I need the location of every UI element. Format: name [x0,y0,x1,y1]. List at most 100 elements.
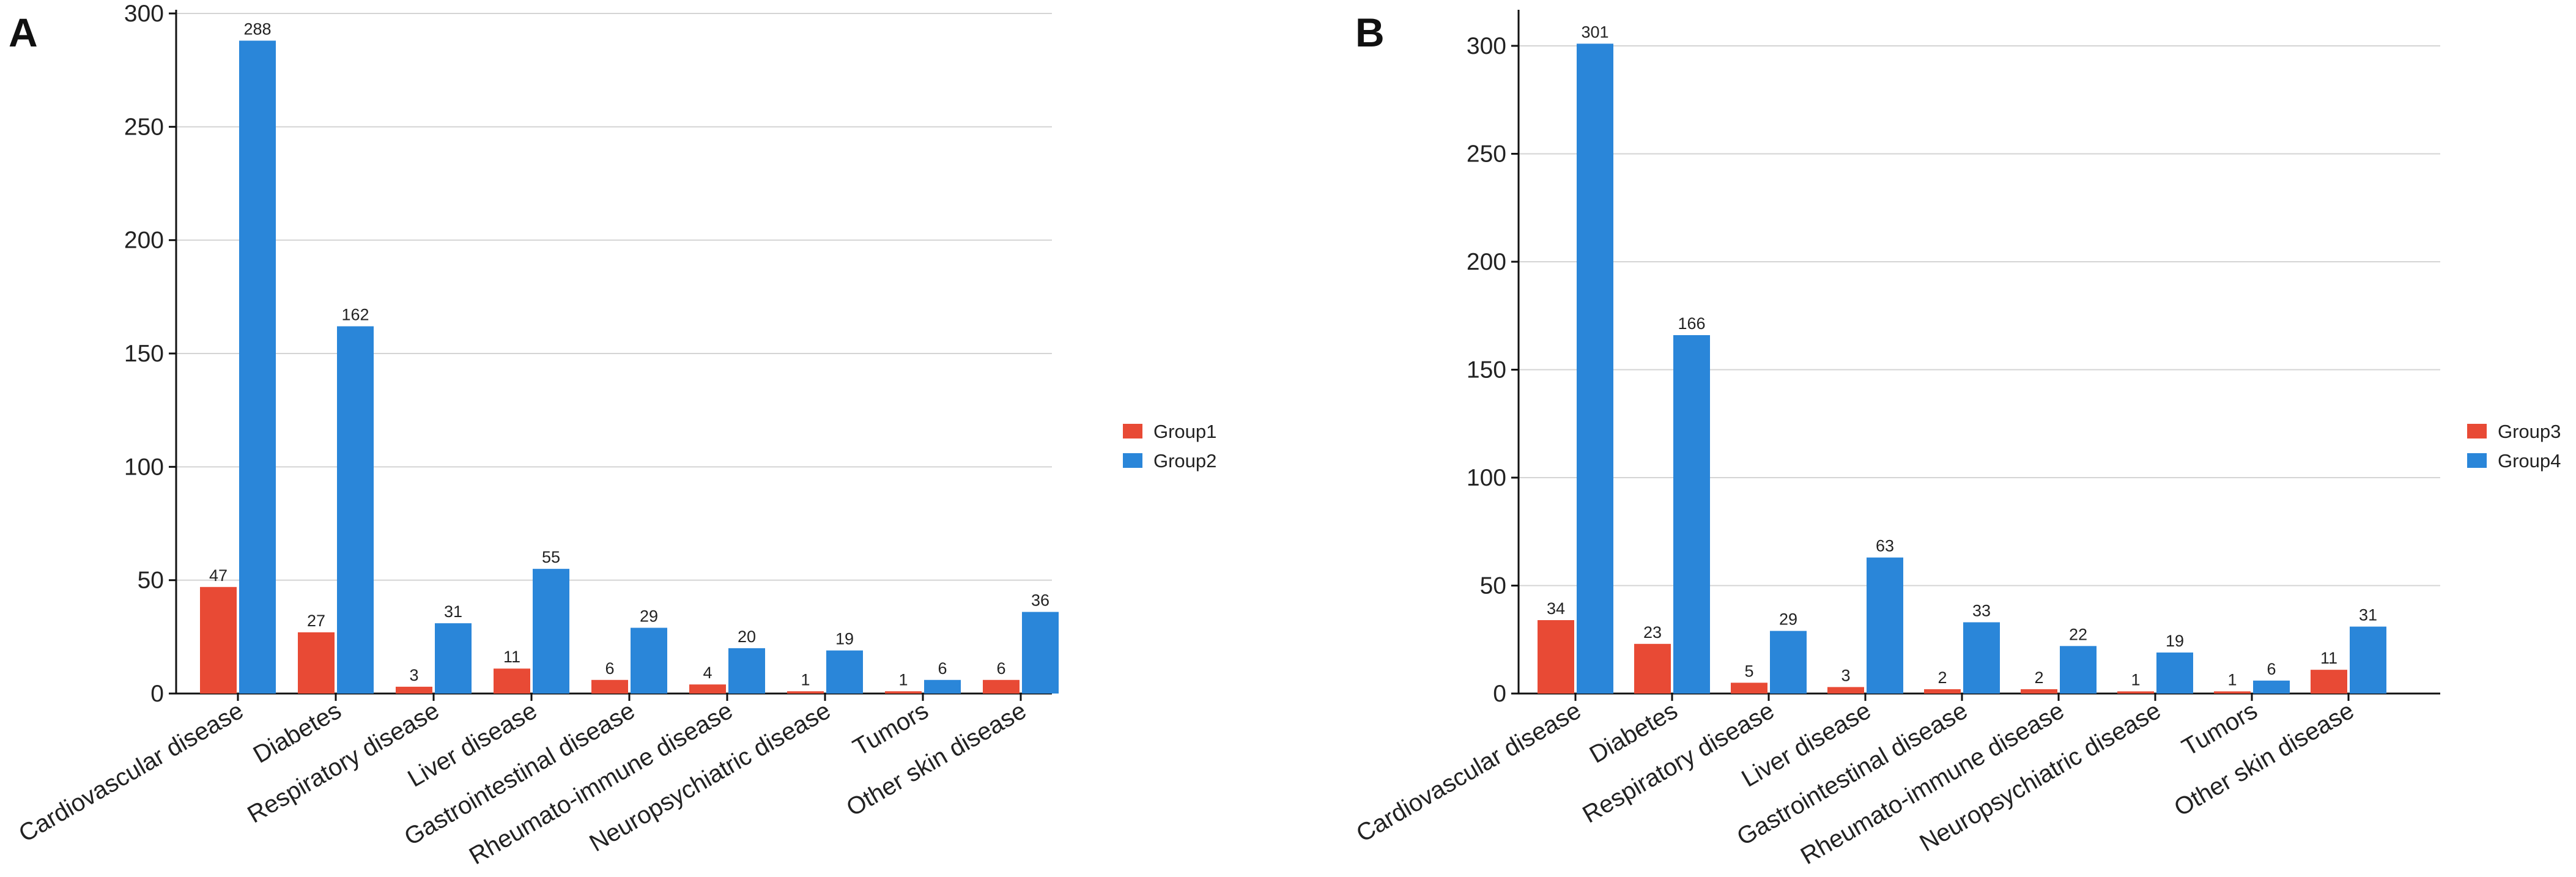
bar-group1-respiratory-disease [396,686,432,694]
data-label: 5 [1744,662,1753,680]
legend-label: Group2 [1153,450,1216,472]
data-label: 6 [605,659,614,678]
data-label: 288 [243,20,271,38]
bar-group4-neuropsychiatric-disease [2156,652,2193,694]
data-label: 162 [341,306,369,324]
chart-panel-a: A 0 50 100 150 200 250 300 47 288 Cardiovascular d… [9,1,1216,870]
data-label: 23 [1643,623,1662,642]
bar-group4-liver-disease [1867,557,1903,694]
chart-panel-b: B 0 50 100 150 200 250 300 34 301 Cardiovascular d… [1352,10,2561,870]
x-tick-label: Cardiovascular disease [1352,697,1585,848]
legend-label: Group1 [1153,421,1216,442]
bar-group2-rheumato-immune-disease [728,648,765,694]
bar-group2-cardiovascular-disease [239,40,276,694]
bar-group3-rheumato-immune-disease [2021,689,2057,694]
data-label: 19 [835,630,854,648]
x-tick-label: Other skin disease [2170,697,2359,822]
bar-group1-diabetes [298,632,335,694]
data-label: 2 [2034,668,2043,687]
data-label: 4 [703,664,712,682]
bar-group1-liver-disease [494,668,530,694]
bar-group1-gastrointestinal-disease [591,679,628,694]
data-label: 6 [996,659,1005,678]
bar-group3-liver-disease [1827,687,1864,694]
data-label: 11 [2320,649,2337,667]
data-label: 31 [444,602,462,621]
bar-group2-tumors [924,679,961,694]
bar-group2-diabetes [337,326,374,694]
bar-group1-tumors [885,691,922,694]
data-label: 55 [542,548,560,566]
y-tick-label: 100 [124,454,164,480]
y-tick-label: 250 [124,114,164,140]
legend-label: Group4 [2498,450,2561,472]
data-label: 1 [2227,670,2237,689]
data-label: 166 [1678,314,1705,333]
panel-label: A [9,10,38,55]
data-label: 63 [1876,537,1894,555]
bar-group3-other-skin-disease [2311,670,2347,694]
y-tick-label: 100 [1467,465,1506,491]
data-label: 1 [801,670,810,689]
data-label: 20 [738,627,756,646]
bar-group4-rheumato-immune-disease [2060,646,2097,694]
y-tick-label: 0 [150,681,164,707]
bar-group3-respiratory-disease [1731,683,1767,694]
bar-group3-diabetes [1634,643,1671,694]
bar-group3-gastrointestinal-disease [1924,689,1961,694]
data-label: 29 [640,607,658,626]
bar-group1-other-skin-disease [983,679,1020,694]
y-tick-label: 0 [1493,681,1506,707]
data-label: 47 [209,566,228,585]
bar-group4-gastrointestinal-disease [1963,622,2000,694]
bar-group2-gastrointestinal-disease [631,627,667,694]
y-tick-label: 300 [1467,33,1506,59]
y-tick-label: 200 [124,228,164,254]
data-label: 1 [898,670,908,689]
data-label: 6 [2267,660,2276,678]
data-label: 6 [938,659,947,678]
bar-group3-cardiovascular-disease [1538,620,1574,694]
y-tick-label: 50 [138,568,164,594]
data-label: 3 [1841,666,1850,684]
bar-group4-respiratory-disease [1770,631,1807,694]
data-label: 27 [307,612,325,630]
panel-label: B [1355,10,1385,55]
x-tick-label: Other skin disease [842,697,1031,822]
bar-group4-cardiovascular-disease [1577,43,1613,694]
legend-swatch-group4 [2467,453,2487,468]
y-tick-label: 150 [1467,357,1506,383]
y-tick-label: 250 [1467,141,1506,167]
y-tick-label: 200 [1467,249,1506,275]
y-tick-label: 150 [124,341,164,367]
bar-group4-tumors [2253,680,2290,694]
bar-group4-other-skin-disease [2350,626,2386,694]
data-label: 36 [1031,591,1049,610]
bar-group2-other-skin-disease [1022,612,1059,694]
x-tick-label: Cardiovascular disease [14,697,248,848]
data-label: 22 [2069,625,2087,643]
legend: Group3 Group4 [2467,421,2561,472]
legend-label: Group3 [2498,421,2561,442]
data-label: 3 [409,666,418,684]
data-label: 33 [1972,602,1991,620]
data-label: 29 [1779,610,1797,629]
legend-swatch-group3 [2467,424,2487,438]
y-tick-label: 50 [1480,572,1506,599]
bar-group2-respiratory-disease [435,623,472,694]
bar-group2-liver-disease [533,569,569,694]
bar-group4-diabetes [1673,335,1710,694]
bar-group3-tumors [2214,691,2251,694]
bar-group2-neuropsychiatric-disease [826,650,863,694]
y-tick-label: 300 [124,1,164,27]
bar-group1-neuropsychiatric-disease [787,691,824,694]
legend-swatch-group1 [1123,424,1142,438]
data-label: 301 [1581,23,1608,41]
data-label: 31 [2359,606,2377,624]
data-label: 19 [2166,632,2184,650]
legend-swatch-group2 [1123,453,1142,468]
bar-group1-cardiovascular-disease [200,587,237,694]
data-label: 34 [1547,599,1565,618]
data-label: 2 [1938,668,1947,687]
